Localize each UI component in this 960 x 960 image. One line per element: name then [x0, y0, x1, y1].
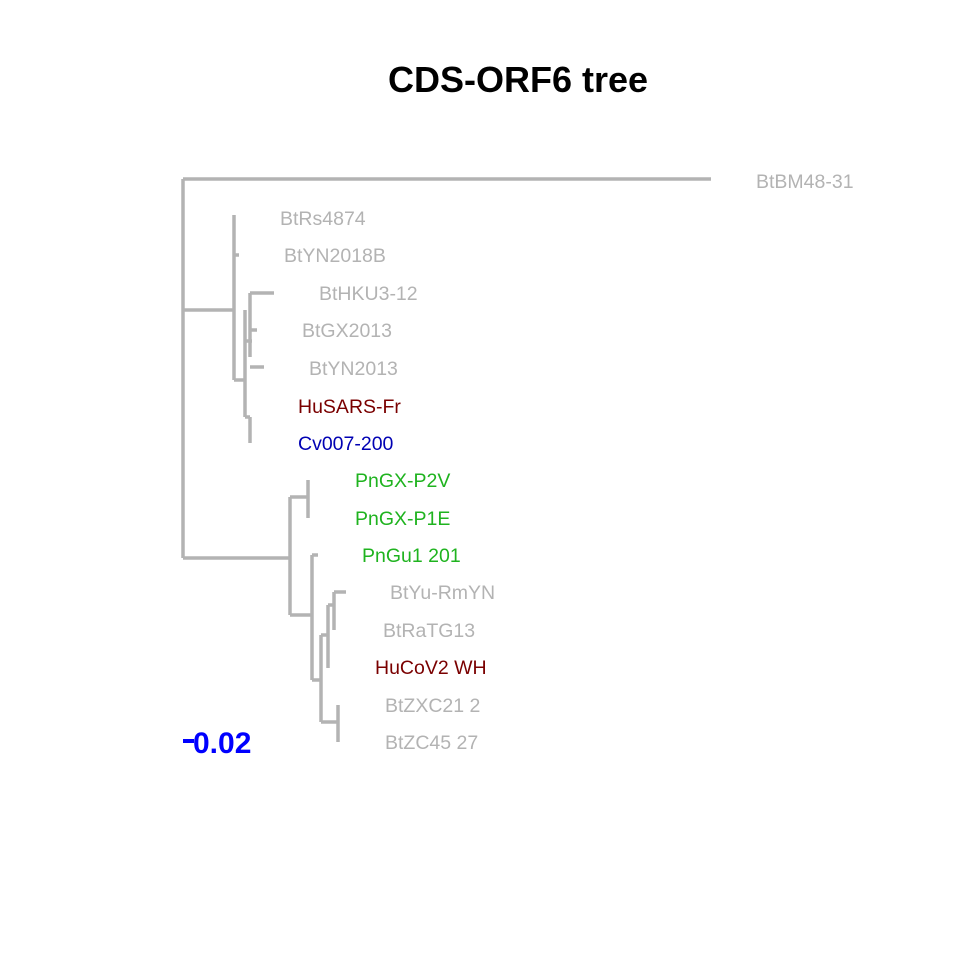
leaf-label: BtYN2018B — [284, 245, 386, 267]
leaf-labels: BtBM48-31 BtRs4874 BtYN2018B BtHKU3-12 BtGX2… — [280, 171, 854, 754]
leaf-label: HuSARS-Fr — [298, 396, 401, 418]
leaf-label: BtBM48-31 — [756, 171, 854, 193]
leaf-label: Cv007-200 — [298, 433, 394, 455]
leaf-label: BtYu-RmYN — [390, 582, 495, 604]
scale-bar: 0.02 — [183, 727, 251, 760]
leaf-label: BtRs4874 — [280, 208, 366, 230]
leaf-label: PnGu1 201 — [362, 545, 461, 567]
leaf-label: PnGX-P1E — [355, 508, 450, 530]
tree-branches — [181, 177, 711, 742]
chart-title: CDS-ORF6 tree — [388, 59, 648, 100]
leaf-label: BtGX2013 — [302, 320, 392, 342]
leaf-label: BtZC45 27 — [385, 732, 478, 754]
scale-bar-label: 0.02 — [193, 727, 251, 760]
leaf-label: BtRaTG13 — [383, 620, 475, 642]
leaf-label: PnGX-P2V — [355, 470, 450, 492]
leaf-label: BtZXC21 2 — [385, 695, 480, 717]
leaf-label: HuCoV2 WH — [375, 657, 487, 679]
leaf-label: BtYN2013 — [309, 358, 398, 380]
leaf-label: BtHKU3-12 — [319, 283, 418, 305]
